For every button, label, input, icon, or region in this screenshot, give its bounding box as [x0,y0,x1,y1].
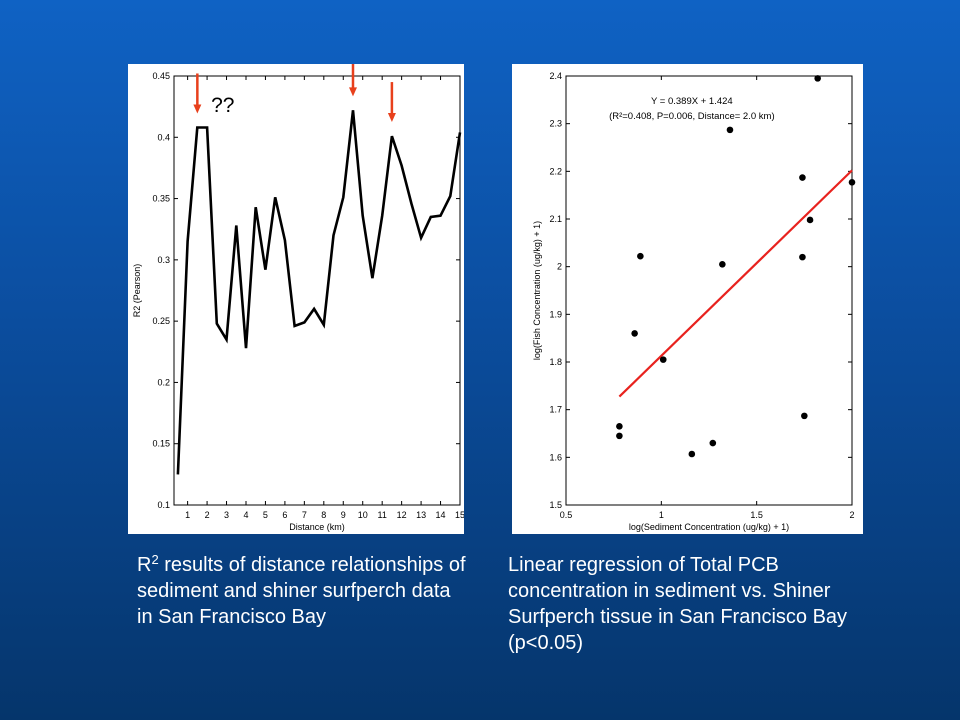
scatter-point [726,126,734,134]
red-arrow-head [193,104,202,114]
left-y-tick-label: 0.1 [157,500,170,510]
left-chart-caption: R2 results of distance relationships of … [137,552,467,630]
r2-series-line [176,110,462,475]
regression-line [618,169,853,398]
regression-stats: (R²=0.408, P=0.006, Distance= 2.0 km) [609,111,775,122]
left-x-tick-label: 5 [263,510,268,520]
right-x-tick-label: 0.5 [560,510,573,520]
scatter-point [637,252,644,260]
right-plot-frame [565,75,853,506]
left-y-axis-label: R2 (Pearson) [132,264,142,318]
left-y-tick-label: 0.2 [157,377,170,387]
left-x-tick-label: 8 [321,510,326,520]
left-y-tick-label: 0.4 [157,132,170,142]
scatter-point [688,450,696,458]
left-x-tick-label: 10 [358,510,368,520]
right-y-tick-label: 1.6 [549,452,562,462]
scatter-point [616,432,623,440]
left-x-tick-label: 2 [205,510,210,520]
right-y-tick-label: 2.2 [549,166,562,176]
r2-distance-chart: 1 2 3 4 5 6 7 8 9 10 11 12 13 14 150.10.150.20.250.30.… [132,64,464,532]
right-y-tick-label: 1.9 [549,309,562,319]
left-x-tick-label: 1 [185,510,190,520]
right-y-tick-label: 1.8 [549,357,562,367]
caption-r-symbol: R [137,554,152,576]
right-y-tick-label: 2.4 [549,71,562,81]
left-x-tick-label: 13 [416,510,426,520]
left-x-axis-label: Distance (km) [289,522,345,532]
right-y-tick-label: 2.3 [549,119,562,129]
scatter-point [799,174,806,181]
right-chart-caption: Linear regression of Total PCB concentra… [508,554,848,654]
left-x-tick-label: 14 [436,510,446,520]
scatter-point [709,439,717,447]
right-x-tick-label: 2 [849,510,854,520]
left-x-tick-label: 3 [224,510,229,520]
regression-chart-panel: 0.5 1 1.5 2 1.5 1.6 1.7 1.8 1.9 2 2.1 2.2 2.3 2.4 log(… [512,64,863,534]
scatter-point [848,178,856,186]
left-y-tick-label: 0.35 [152,194,170,204]
right-y-tick-label: 1.5 [549,500,562,510]
red-arrow-head [387,113,396,123]
scatter-point [814,75,821,82]
scatter-point [631,330,638,337]
red-arrow-head [348,87,357,97]
caption-left-text: results of distance relationships of sed… [137,554,466,628]
left-y-tick-label: 0.3 [157,255,170,265]
scatter-point [806,216,814,224]
left-x-tick-label: 11 [378,510,387,520]
left-y-tick-label: 0.15 [152,439,170,449]
right-x-tick-label: 1.5 [750,510,763,520]
left-x-tick-label: 12 [397,510,407,520]
left-x-tick-label: 6 [282,510,287,520]
regression-scatter-chart: 0.5 1 1.5 2 1.5 1.6 1.7 1.8 1.9 2 2.1 2.2 2.3 2.4 log(… [532,71,856,532]
right-x-tick-label: 1 [659,510,664,520]
left-x-tick-label: 9 [341,510,346,520]
scatter-point [799,253,806,261]
right-y-axis-label: log(Fish Concentration (ug/kg) + 1) [532,221,542,360]
scatter-point [616,423,623,430]
left-y-tick-label: 0.45 [152,71,170,81]
scatter-point [659,356,667,363]
caption-r-superscript: 2 [151,552,159,567]
right-y-tick-label: 2.1 [549,214,562,224]
scatter-point [719,260,726,268]
left-x-tick-label: 15 [455,510,464,520]
r2-distance-chart-panel: 1 2 3 4 5 6 7 8 9 10 11 12 13 14 15 0.1 0.15 0.2 0.25 0.3 0.… [128,64,464,534]
left-y-tick-label: 0.25 [152,316,170,326]
left-plot-frame [173,75,461,506]
right-y-tick-label: 2 [557,262,562,272]
regression-equation: Y = 0.389X + 1.424 [651,96,733,107]
question-annotation: ?? [211,94,234,117]
left-x-tick-label: 7 [302,510,307,520]
right-y-tick-label: 1.7 [549,405,562,415]
left-x-tick-label: 4 [243,510,248,520]
scatter-point [801,412,808,420]
right-x-axis-label: log(Sediment Concentration (ug/kg) + 1) [629,522,789,532]
